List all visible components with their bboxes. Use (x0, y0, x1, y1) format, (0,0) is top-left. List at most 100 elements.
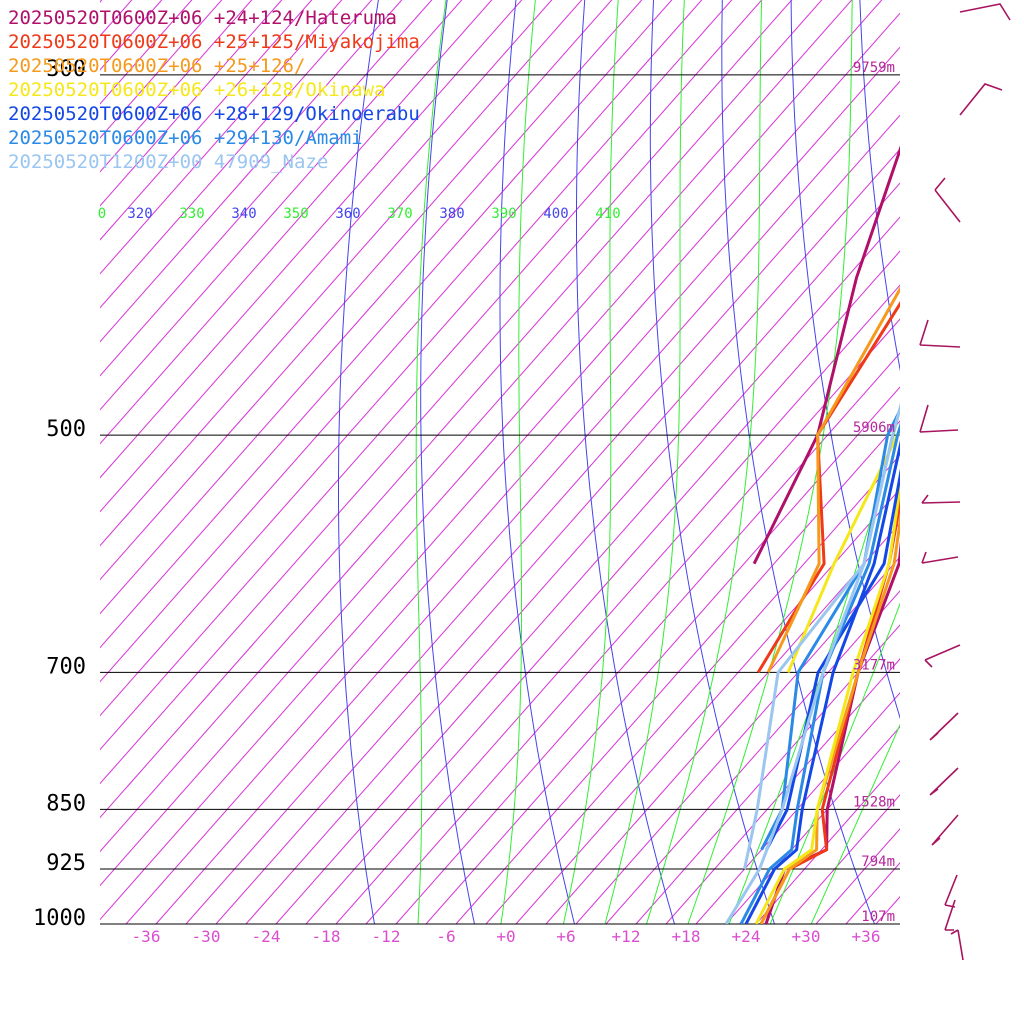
dewpoint-profile (760, 407, 900, 851)
isotherm-line (185, 114, 900, 924)
isotherm-line (545, 522, 900, 924)
isotherm-line (425, 386, 900, 924)
wind-barb-icon (944, 874, 958, 908)
isotherm-line (100, 0, 823, 819)
height-label: 9759m (853, 60, 895, 76)
moist-adiabat-line (687, 0, 853, 924)
wind-barb-icon (929, 767, 959, 796)
isotherm-line (875, 896, 900, 924)
wind-barb-icon (921, 551, 959, 564)
temperature-tick-label: +6 (556, 927, 575, 946)
wind-barb-icon (921, 494, 961, 504)
dry-adiabat-line (338, 0, 379, 924)
isotherm-line (305, 250, 900, 924)
pressure-label: 850 (46, 791, 86, 816)
isotherm-grid (100, 0, 1024, 924)
moist-adiabat-line (415, 0, 447, 924)
isotherm-line (996, 0, 1024, 924)
temperature-tick-label: -24 (252, 927, 281, 946)
wind-barb-icon (959, 83, 1003, 116)
pressure-label: 300 (46, 57, 86, 82)
theta-label: 340 (231, 206, 256, 222)
isotherm-line (100, 0, 763, 751)
isotherm-line (100, 0, 793, 785)
moist-adiabat-line (810, 723, 900, 924)
temperature-profile (739, 422, 900, 924)
temperature-tick-label: -6 (436, 927, 455, 946)
isotherm-line (275, 216, 900, 924)
isotherm-line (665, 658, 900, 924)
theta-label: 410 (595, 206, 620, 222)
temperature-tick-label: -12 (372, 927, 401, 946)
isotherm-line (605, 590, 900, 924)
theta-label: 350 (283, 206, 308, 222)
wind-barbs (919, 3, 1011, 961)
pressure-label: 1000 (33, 906, 86, 931)
moist-adiabat-line (728, 409, 900, 924)
dewpoint-profile (752, 145, 900, 565)
temperature-profile (754, 477, 900, 924)
pressure-label: 925 (46, 851, 86, 876)
wind-barb-icon (931, 814, 959, 846)
isotherm-line (725, 726, 900, 924)
legend-entry: 20250520T0600Z+06 +29+130/Amami (8, 127, 363, 149)
temperature-tick-label: -18 (312, 927, 341, 946)
isotherm-line (966, 0, 1024, 924)
temperature-profile (759, 495, 900, 924)
temperature-tick-label: +12 (612, 927, 641, 946)
height-label: 794m (861, 854, 895, 870)
wind-barb-icon (950, 929, 964, 961)
dry-adiabat-line (790, 0, 900, 720)
height-label: 3177m (853, 657, 895, 673)
isotherm-line (365, 318, 900, 924)
isotherm-line (515, 488, 900, 924)
theta-label: 390 (491, 206, 516, 222)
theta-label: 0 (98, 206, 106, 222)
isotherm-line (155, 80, 900, 924)
theta-label: 400 (543, 206, 568, 222)
dry-adiabat-line (576, 0, 676, 924)
temperature-profile (759, 512, 900, 924)
dry-adiabat-line (923, 0, 1024, 958)
height-label: 5906m (853, 420, 895, 436)
isotherm-line (335, 284, 900, 924)
wind-barb-icon (924, 644, 961, 668)
dry-adiabat-line (721, 0, 876, 924)
moist-adiabat-line (645, 0, 763, 924)
wind-barb-icon (919, 404, 959, 433)
sounding-profiles (724, 145, 900, 924)
height-label: 107m (861, 909, 895, 925)
isotherm-line (100, 0, 733, 717)
temperature-tick-label: +36 (852, 927, 881, 946)
isotherm-line (936, 0, 1024, 924)
dewpoint-profile (765, 468, 900, 851)
legend-entry: 20250520T0600Z+06 +28+129/Okinoerabu (8, 103, 420, 125)
legend: 20250520T0600Z+06 +24+124/Hateruma202505… (8, 7, 420, 173)
temperature-profile (724, 402, 900, 924)
isotherm-line (815, 828, 900, 924)
isotherm-line (100, 12, 900, 921)
pressure-label: 700 (46, 654, 86, 679)
pressure-label: 500 (46, 417, 86, 442)
dry-adiabat-line (649, 0, 776, 924)
dry-adiabat-grid (338, 0, 1024, 958)
moist-adiabat-line (769, 602, 900, 924)
wind-barb-icon (934, 177, 961, 223)
dewpoint-profile (786, 430, 900, 673)
moist-adiabat-grid (415, 0, 900, 924)
temperature-tick-label: +18 (672, 927, 701, 946)
dry-adiabat-line (499, 0, 576, 924)
isotherm-line (215, 148, 900, 924)
isotherm-line (100, 0, 853, 853)
legend-entry: 20250520T0600Z+06 +26+128/Okinawa (8, 79, 386, 101)
theta-label: 320 (127, 206, 152, 222)
isotherm-line (906, 0, 1024, 924)
dewpoint-profile (766, 286, 900, 674)
legend-entry: 20250520T0600Z+06 +25+125/Miyakojima (8, 31, 420, 53)
legend-entry: 20250520T0600Z+06 +24+124/Hateruma (8, 7, 397, 29)
wind-barb-icon (959, 3, 1011, 21)
temperature-tick-label: +0 (496, 927, 515, 946)
temperature-profile (744, 439, 900, 924)
isotherm-line (100, 0, 883, 887)
